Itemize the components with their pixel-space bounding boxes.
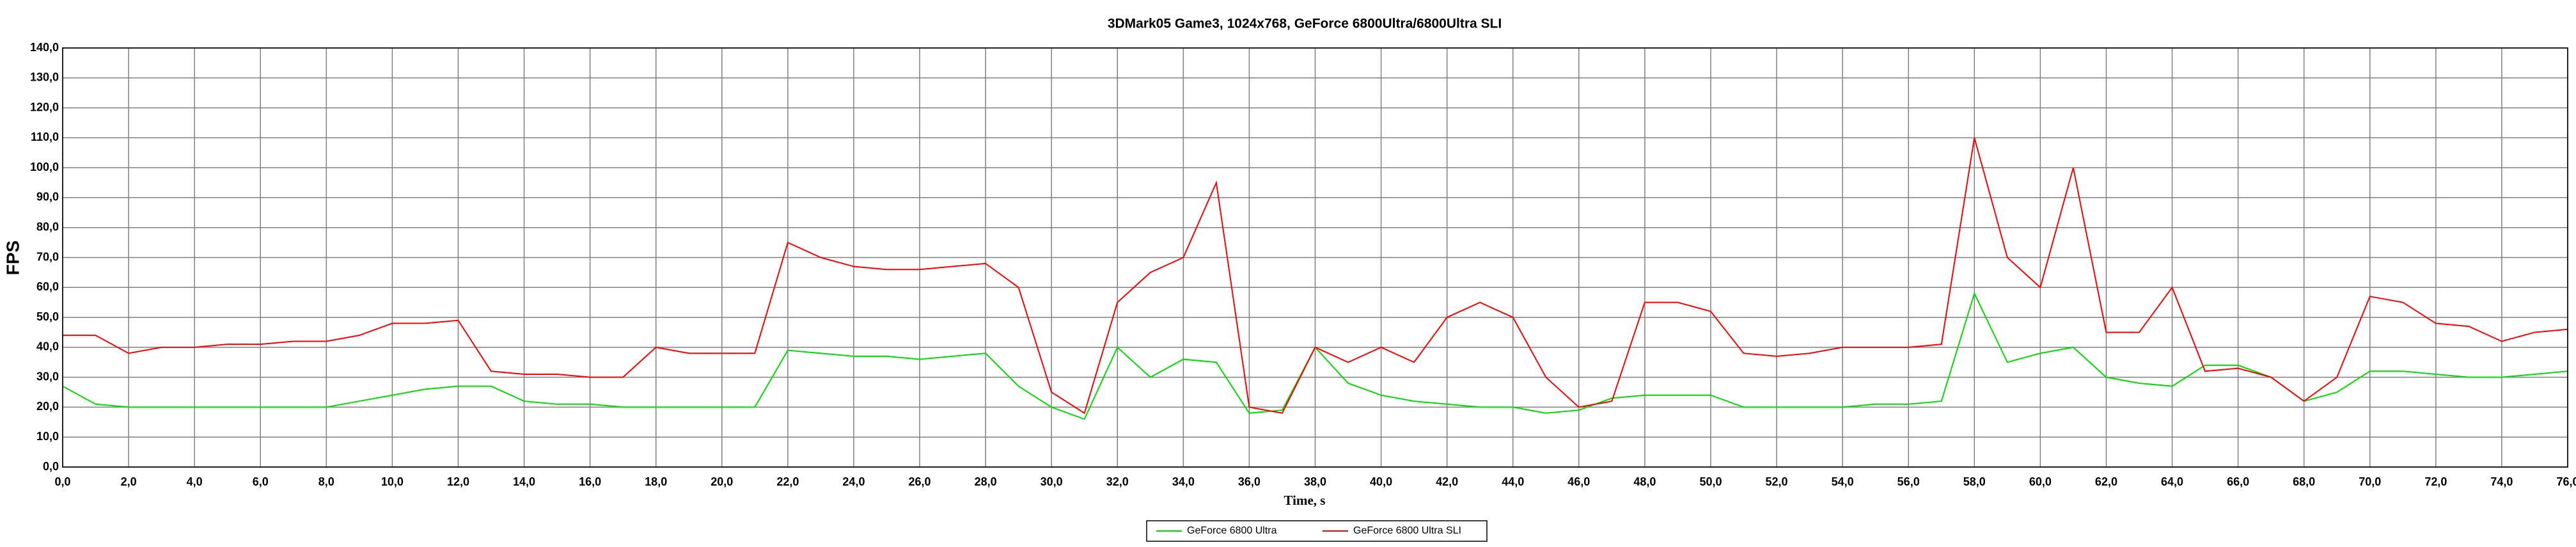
- x-tick-label: 50,0: [1699, 475, 1722, 488]
- y-tick-label: 70,0: [36, 250, 59, 263]
- x-tick-label: 26,0: [909, 475, 931, 488]
- x-axis-label: Time, s: [1284, 493, 1326, 508]
- legend-label: GeForce 6800 Ultra: [1187, 525, 1277, 536]
- x-tick-label: 34,0: [1172, 475, 1195, 488]
- y-tick-label: 0,0: [43, 460, 59, 473]
- y-tick-label: 110,0: [31, 131, 59, 143]
- x-tick-label: 54,0: [1832, 475, 1854, 488]
- x-tick-label: 24,0: [842, 475, 865, 488]
- y-tick-label: 50,0: [36, 310, 59, 323]
- y-tick-label: 60,0: [36, 280, 59, 293]
- x-tick-label: 60,0: [2029, 475, 2052, 488]
- x-tick-label: 66,0: [2227, 475, 2249, 488]
- y-tick-label: 80,0: [36, 220, 59, 233]
- y-tick-label: 40,0: [36, 340, 59, 353]
- x-tick-label: 2,0: [121, 475, 137, 488]
- x-tick-label: 64,0: [2161, 475, 2183, 488]
- y-tick-label: 140,0: [30, 41, 59, 54]
- x-tick-label: 32,0: [1106, 475, 1129, 488]
- x-tick-label: 76,0: [2556, 475, 2576, 488]
- x-tick-label: 46,0: [1567, 475, 1590, 488]
- x-tick-label: 62,0: [2095, 475, 2117, 488]
- x-tick-label: 44,0: [1502, 475, 1524, 488]
- legend-label: GeForce 6800 Ultra SLI: [1353, 525, 1461, 536]
- x-tick-label: 12,0: [447, 475, 469, 488]
- x-tick-label: 0,0: [54, 475, 70, 488]
- x-tick-label: 48,0: [1633, 475, 1656, 488]
- y-tick-label: 120,0: [30, 100, 59, 113]
- y-tick-label: 130,0: [30, 71, 59, 84]
- x-tick-label: 6,0: [253, 475, 269, 488]
- x-tick-label: 30,0: [1041, 475, 1063, 488]
- x-tick-label: 10,0: [381, 475, 404, 488]
- x-tick-label: 38,0: [1304, 475, 1326, 488]
- plot-border: [62, 47, 2568, 468]
- x-tick-label: 42,0: [1436, 475, 1458, 488]
- legend-box: [1146, 520, 1488, 542]
- x-tick-label: 22,0: [776, 475, 799, 488]
- y-tick-label: 100,0: [30, 161, 59, 173]
- y-tick-label: 10,0: [36, 430, 59, 443]
- x-tick-label: 14,0: [513, 475, 535, 488]
- x-tick-label: 74,0: [2490, 475, 2513, 488]
- y-axis-label: FPS: [3, 241, 22, 275]
- chart-title: 3DMark05 Game3, 1024x768, GeForce 6800Ul…: [1108, 17, 1502, 31]
- x-tick-label: 68,0: [2293, 475, 2315, 488]
- series-line: [63, 138, 2568, 415]
- x-tick-label: 16,0: [579, 475, 601, 488]
- x-tick-label: 52,0: [1766, 475, 1788, 488]
- x-tick-label: 70,0: [2359, 475, 2381, 488]
- x-tick-label: 58,0: [1963, 475, 1986, 488]
- x-tick-label: 56,0: [1897, 475, 1920, 488]
- x-tick-label: 18,0: [645, 475, 667, 488]
- x-tick-label: 28,0: [975, 475, 997, 488]
- y-tick-label: 90,0: [36, 191, 59, 203]
- x-tick-label: 20,0: [711, 475, 733, 488]
- x-tick-label: 36,0: [1238, 475, 1261, 488]
- y-tick-label: 30,0: [36, 370, 59, 383]
- x-tick-label: 8,0: [318, 475, 334, 488]
- x-tick-label: 4,0: [187, 475, 203, 488]
- x-tick-label: 72,0: [2424, 475, 2447, 488]
- x-tick-label: 40,0: [1370, 475, 1392, 488]
- y-tick-label: 20,0: [36, 400, 59, 413]
